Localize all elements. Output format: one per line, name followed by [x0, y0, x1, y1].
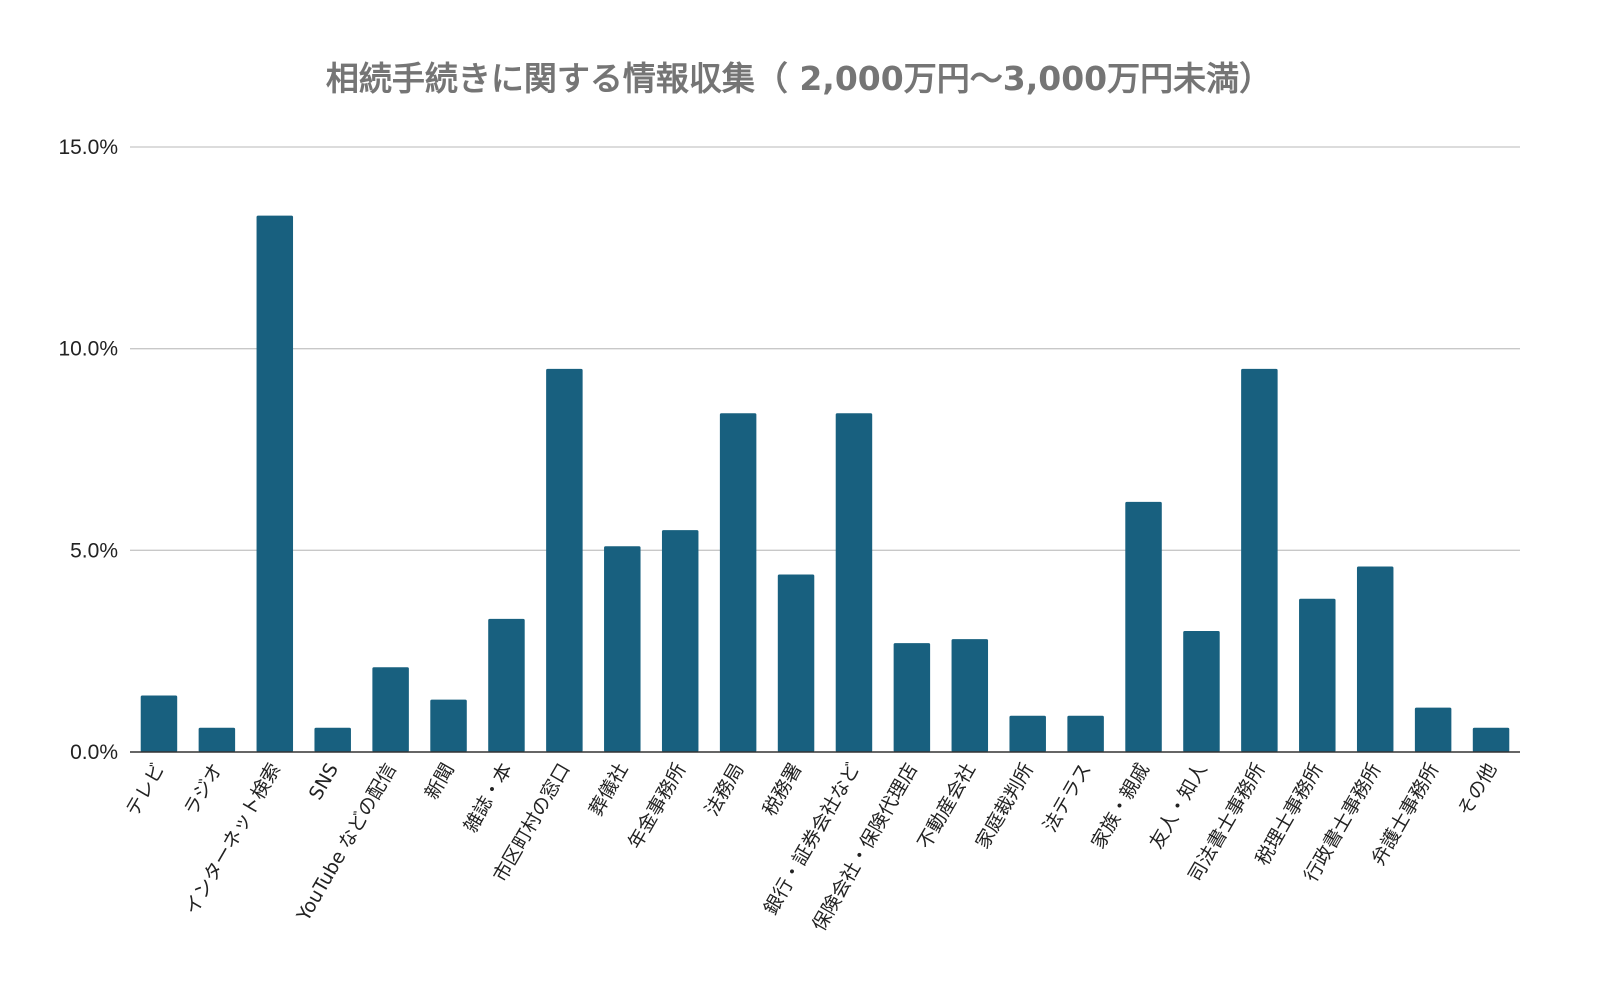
x-category-label: 不動産会社 [914, 760, 981, 853]
bar [719, 413, 757, 752]
bar [1356, 566, 1394, 752]
y-tick-label: 0.0% [70, 741, 118, 764]
x-category-label: その他 [1454, 760, 1502, 820]
gridlines [130, 146, 1520, 551]
x-category-label: 保険会社・保険代理店 [808, 760, 922, 936]
y-tick-label: 5.0% [70, 539, 118, 562]
bar [314, 727, 351, 752]
y-tick-label: 10.0% [58, 338, 118, 361]
bar [198, 727, 236, 752]
bar [835, 413, 873, 752]
bar [893, 643, 931, 752]
bar [488, 618, 525, 752]
bar [430, 699, 467, 752]
bar [1125, 501, 1162, 752]
x-category-label: 雑誌・本 [460, 760, 517, 837]
x-category-label: 年金事務所 [624, 760, 691, 853]
bar [1067, 715, 1104, 752]
bar [140, 695, 178, 752]
bar [1009, 715, 1046, 752]
bar [1183, 631, 1220, 752]
y-tick-label: 15.0% [58, 136, 118, 159]
bar [546, 368, 583, 752]
x-category-label: 友人・知人 [1145, 760, 1212, 853]
bar [1241, 368, 1278, 752]
x-category-label: ラジオ [180, 760, 227, 820]
y-axis-tick-labels: 0.0% 5.0% 10.0% 15.0% [58, 136, 118, 764]
x-category-label: 税務署 [759, 760, 807, 820]
x-category-label: 法テラス [1039, 760, 1096, 836]
x-category-label: 葬儀社 [585, 760, 633, 820]
x-category-label: テレビ [122, 760, 170, 820]
bar [1414, 707, 1452, 752]
bar [661, 530, 699, 752]
bar [951, 639, 989, 752]
bar [372, 667, 409, 752]
bars [140, 215, 1510, 753]
chart-title: 相続手続きに関する情報収集（ 2,000万円～3,000万円未満） [325, 59, 1273, 98]
bar [1299, 598, 1336, 752]
x-category-label: 法務局 [701, 760, 749, 820]
bar [256, 215, 294, 753]
x-category-label: 新聞 [421, 760, 459, 804]
bar [777, 574, 815, 752]
x-category-label: SNS [305, 760, 343, 804]
bar [604, 546, 641, 752]
x-category-label: 家族・親戚 [1087, 760, 1154, 853]
bar [1472, 727, 1510, 752]
x-category-label: 家庭裁判所 [971, 760, 1038, 853]
